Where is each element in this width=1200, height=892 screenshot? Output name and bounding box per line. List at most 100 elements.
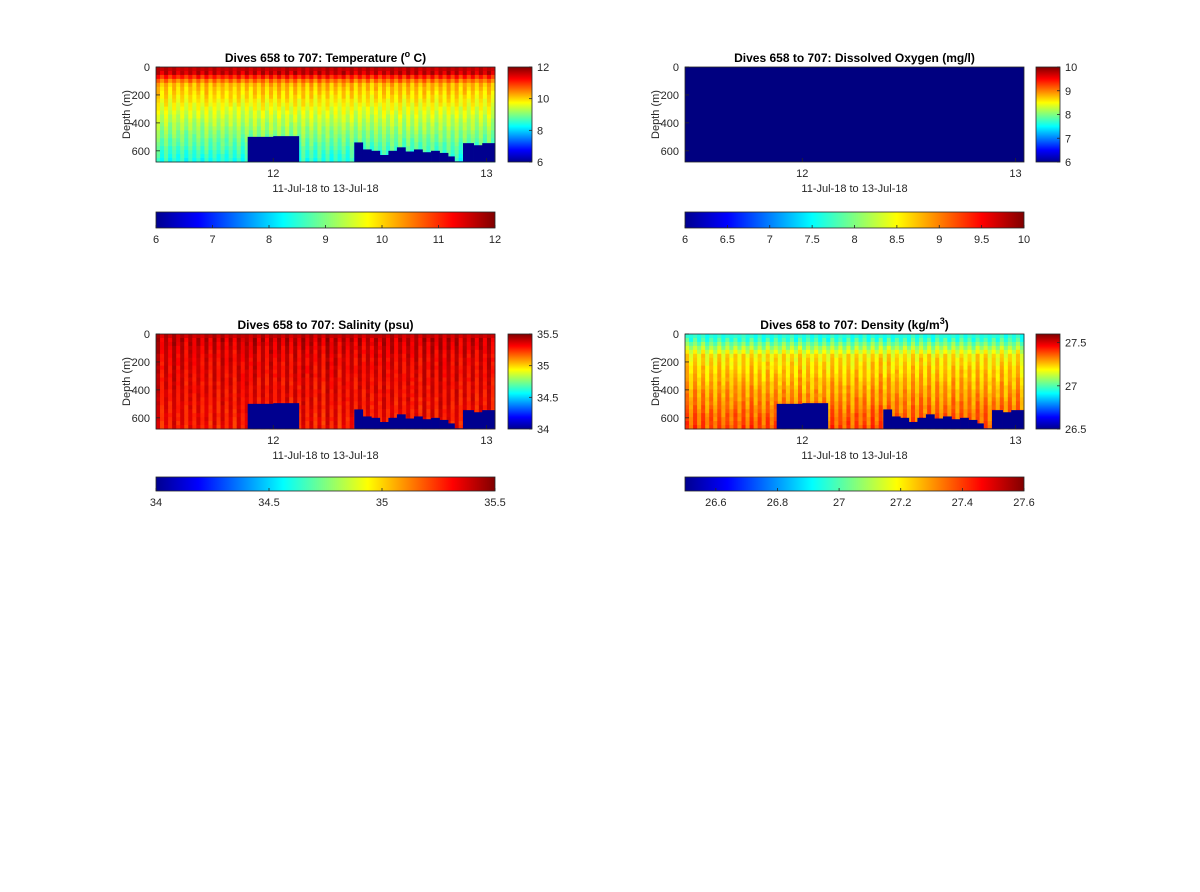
- heatmap-cell: [486, 74, 492, 80]
- heatmap-cell: [725, 421, 730, 426]
- heatmap-cell: [454, 94, 460, 100]
- heatmap-cell: [297, 86, 302, 92]
- heatmap-cell: [705, 334, 710, 339]
- heatmap-cell: [349, 345, 355, 351]
- heatmap-cell: [269, 345, 274, 351]
- heatmap-cell: [365, 102, 371, 107]
- heatmap-cell: [361, 334, 367, 339]
- heatmap-cell: [733, 349, 738, 355]
- heatmap-cell: [349, 150, 355, 155]
- heatmap-cell: [204, 369, 209, 374]
- heatmap-cell: [426, 413, 431, 418]
- heatmap-cell: [248, 118, 254, 123]
- heatmap-cell: [717, 365, 722, 371]
- heatmap-cell: [361, 345, 367, 351]
- heatmap-cell: [486, 138, 492, 143]
- heatmap-cell: [236, 102, 242, 107]
- heatmap-cell: [325, 134, 330, 139]
- heatmap-cell: [277, 341, 282, 347]
- heatmap-cell: [446, 385, 452, 390]
- colorbar-tick-label: 7: [767, 234, 773, 246]
- heatmap-cell: [717, 353, 722, 359]
- heatmap-cell: [773, 409, 779, 414]
- heatmap-cell: [236, 98, 242, 104]
- heatmap-cell: [373, 67, 379, 72]
- heatmap-cell: [798, 365, 803, 371]
- heatmap-cell: [745, 373, 750, 378]
- heatmap-cell: [232, 373, 238, 378]
- heatmap-cell: [414, 349, 419, 355]
- heatmap-cell: [212, 337, 217, 343]
- heatmap-cell: [317, 94, 322, 100]
- heatmap-cell: [248, 74, 254, 80]
- heatmap-cell: [232, 154, 238, 159]
- heatmap-cell: [208, 381, 213, 386]
- heatmap-cell: [337, 365, 343, 371]
- heatmap-cell: [188, 150, 193, 155]
- heatmap-cell: [430, 357, 435, 363]
- heatmap-cell: [184, 401, 189, 406]
- heatmap-cell: [474, 74, 480, 80]
- heatmap-cell: [164, 377, 169, 382]
- heatmap-cell: [406, 389, 411, 394]
- heatmap-cell: [281, 345, 286, 351]
- axes-box: [684, 66, 1025, 163]
- heatmap-cell: [793, 389, 799, 394]
- heatmap-cell: [434, 110, 439, 115]
- heatmap-cell: [273, 385, 278, 390]
- heatmap-cell: [398, 353, 403, 359]
- heatmap-cell: [305, 385, 310, 390]
- heatmap-cell: [749, 389, 755, 394]
- y-tick-label: 200: [132, 90, 150, 102]
- heatmap-cell: [474, 349, 480, 355]
- heatmap-cell: [285, 334, 290, 339]
- heatmap-cell: [685, 373, 690, 378]
- heatmap-cell: [733, 401, 738, 406]
- heatmap-cell: [426, 334, 431, 339]
- heatmap-cell: [236, 405, 242, 410]
- heatmap-cell: [204, 365, 209, 371]
- heatmap-cell: [297, 67, 302, 72]
- heatmap-cell: [240, 126, 246, 131]
- heatmap-cell: [160, 409, 165, 414]
- heatmap-cell: [156, 158, 161, 163]
- heatmap-cell: [737, 361, 742, 367]
- heatmap-cell: [462, 74, 468, 80]
- heatmap-cell: [260, 349, 266, 355]
- heatmap-cell: [693, 397, 698, 402]
- heatmap-cell: [301, 134, 306, 139]
- heatmap-cell: [289, 349, 294, 355]
- heatmap-cell: [450, 421, 456, 426]
- heatmap-cell: [200, 337, 205, 343]
- heatmap-cell: [478, 78, 484, 84]
- heatmap-cell: [806, 389, 811, 394]
- heatmap-cell: [446, 397, 452, 402]
- heatmap-cell: [377, 114, 383, 119]
- heatmap-cell: [369, 110, 375, 115]
- heatmap-cell: [745, 369, 750, 374]
- heatmap-cell: [446, 337, 452, 343]
- heatmap-cell: [309, 134, 314, 139]
- heatmap-cell: [176, 369, 181, 374]
- heatmap-cell: [196, 337, 201, 343]
- heatmap-cell: [382, 409, 387, 414]
- heatmap-cell: [430, 413, 435, 418]
- heatmap-cell: [450, 106, 456, 111]
- heatmap-cell: [470, 130, 476, 135]
- heatmap-cell: [701, 421, 706, 426]
- heatmap-cell: [721, 389, 726, 394]
- heatmap-cell: [216, 142, 221, 147]
- heatmap-cell: [337, 98, 343, 104]
- heatmap-cell: [458, 421, 464, 426]
- heatmap-cell: [317, 114, 322, 119]
- heatmap-cell: [220, 425, 226, 430]
- heatmap-cell: [474, 341, 480, 347]
- heatmap-cell: [228, 142, 234, 147]
- heatmap-cell: [769, 337, 775, 343]
- heatmap-cell: [196, 86, 201, 92]
- heatmap-cell: [818, 337, 823, 343]
- heatmap-cell: [418, 381, 423, 386]
- heatmap-cell: [321, 82, 326, 88]
- heatmap-cell: [454, 373, 460, 378]
